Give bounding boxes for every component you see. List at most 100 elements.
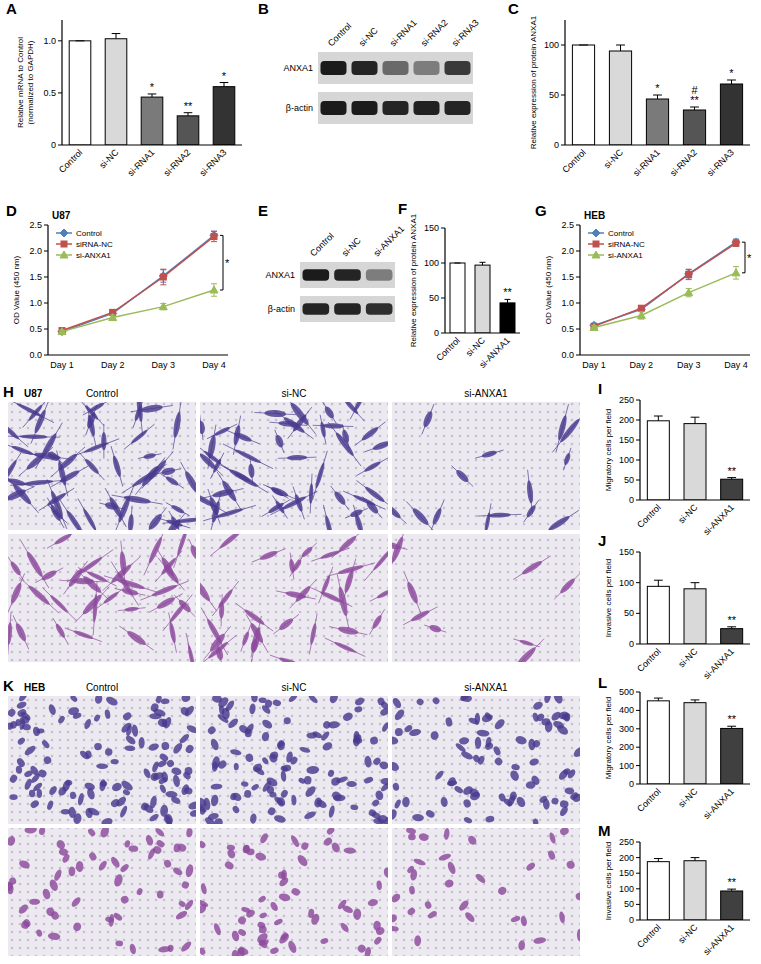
- cell: [76, 861, 84, 872]
- cell: [269, 946, 279, 954]
- cell-process: [200, 415, 203, 441]
- cell: [444, 879, 454, 889]
- cell: [463, 816, 473, 824]
- cell-process: [47, 479, 67, 529]
- cell: [148, 742, 160, 752]
- bar: [69, 41, 91, 145]
- y-tick-label: 1.0: [43, 36, 56, 46]
- cell: [328, 696, 339, 704]
- cell-process: [370, 586, 388, 601]
- annotation: **: [727, 713, 736, 725]
- cell: [513, 645, 537, 662]
- y-tick-label: 50: [429, 293, 439, 303]
- y-axis: [639, 842, 640, 920]
- cell: [216, 759, 228, 770]
- cell-process: [163, 594, 193, 630]
- y-tick: [636, 873, 640, 874]
- error-bar: [691, 858, 700, 861]
- cell: [70, 896, 82, 909]
- y-tick-label: 0: [434, 328, 439, 338]
- cell-process: [118, 608, 146, 611]
- cell-process: [310, 474, 312, 514]
- cell-process: [320, 415, 326, 445]
- y-axis-label: OD Value (450 nm): [544, 256, 553, 325]
- cell: [509, 769, 521, 782]
- cell-process: [273, 614, 299, 634]
- legend-label: siRNA-NC: [76, 240, 113, 249]
- cells: [200, 828, 388, 956]
- cell: [518, 940, 526, 951]
- cell-process: [328, 422, 361, 466]
- cell: [206, 725, 217, 736]
- figure: A00.51.0Relative mRNA to Control(normali…: [0, 0, 761, 964]
- cell: [373, 936, 383, 946]
- y-tick-label: 150: [619, 435, 634, 445]
- bars: [647, 698, 742, 784]
- cell: [200, 903, 208, 915]
- cell: [250, 696, 258, 703]
- x-axis: [565, 144, 750, 145]
- series-line: [594, 242, 736, 325]
- cell: [310, 913, 321, 926]
- x-axis: [580, 354, 750, 355]
- cell: [99, 779, 107, 792]
- cell: [170, 766, 182, 776]
- cell: [203, 815, 217, 824]
- cell: [575, 892, 580, 901]
- lane-label: si-RNA3: [450, 18, 481, 49]
- cell: [46, 800, 54, 811]
- cell: [179, 705, 191, 717]
- y-tick-label: 100: [424, 258, 439, 268]
- bar: [684, 424, 706, 500]
- cell: [485, 815, 495, 822]
- cell: [124, 734, 137, 746]
- cell: [22, 918, 32, 928]
- cell: [289, 755, 299, 765]
- legend-marker: [592, 251, 600, 258]
- y-tick-label: 400: [619, 705, 634, 715]
- y-tick: [636, 784, 640, 785]
- band: [366, 303, 393, 314]
- cell: [176, 534, 189, 556]
- error-bar: [211, 284, 217, 296]
- cell: [543, 696, 552, 704]
- cell: [158, 945, 171, 953]
- cell: [408, 833, 416, 841]
- x-tick-label: si-ANXA1: [701, 646, 736, 681]
- cell-process: [293, 487, 304, 520]
- cell-process: [337, 402, 364, 421]
- cell: [173, 843, 181, 853]
- y-tick-label: 200: [619, 742, 634, 752]
- significance-bracket: [742, 242, 745, 273]
- cell: [462, 798, 472, 808]
- marker: [210, 286, 218, 293]
- cell: [525, 861, 536, 872]
- error-bar: [654, 859, 663, 862]
- cell-process: [204, 626, 230, 658]
- blot-membrane: [318, 92, 473, 124]
- cell: [100, 817, 113, 824]
- cell: [200, 840, 207, 850]
- y-tick-label: 150: [619, 547, 634, 557]
- cell-process: [223, 444, 273, 469]
- bars: [647, 580, 742, 644]
- cell: [339, 921, 350, 933]
- bar: [721, 479, 743, 500]
- cell: [296, 853, 310, 868]
- cell-process: [311, 548, 349, 561]
- marker: [58, 328, 66, 335]
- cell: [279, 931, 289, 941]
- cell: [29, 799, 40, 810]
- y-tick-label: 0.0: [561, 350, 574, 360]
- error-bar: [638, 312, 644, 319]
- x-tick-label: si-RNA3: [705, 147, 736, 178]
- cell: [438, 852, 452, 862]
- x-axis: [640, 919, 750, 920]
- x-tick-label: Control: [635, 646, 663, 674]
- cell: [155, 696, 162, 704]
- cell: [392, 808, 398, 821]
- cell: [87, 806, 101, 817]
- row-label: β-actin: [268, 304, 295, 314]
- cell: [157, 890, 164, 898]
- x-tick-label: si-ANXA1: [701, 786, 736, 821]
